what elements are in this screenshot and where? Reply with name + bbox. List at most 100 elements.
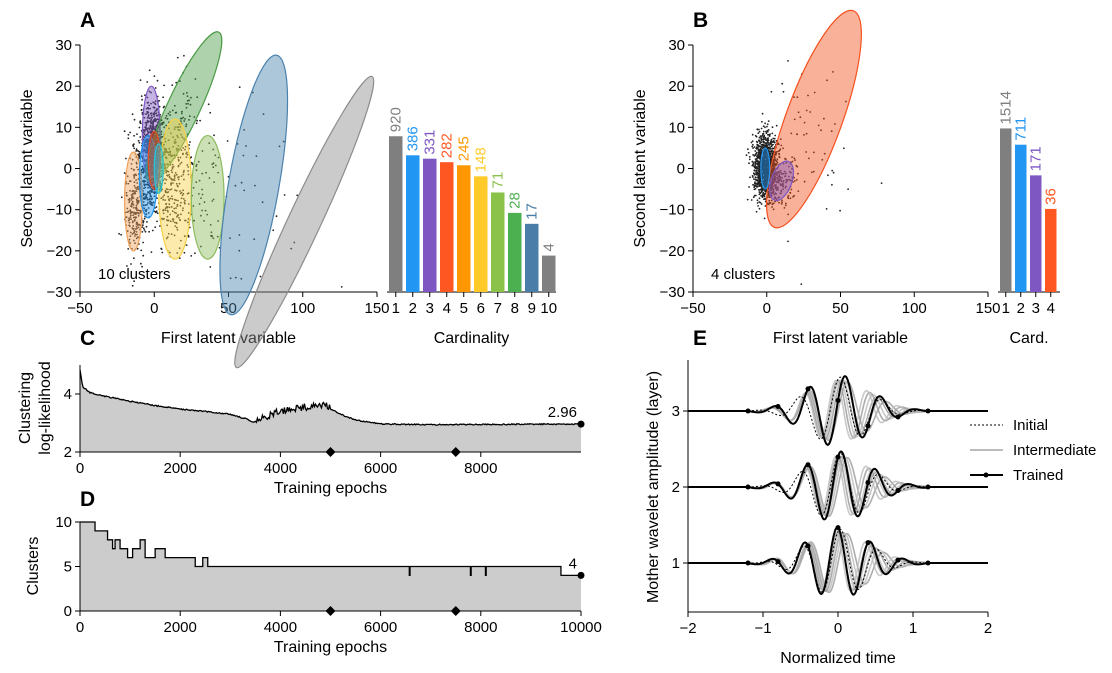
data-point xyxy=(141,231,144,233)
data-point xyxy=(748,158,751,161)
data-point xyxy=(843,147,845,150)
x-tick-label: 10 xyxy=(540,300,557,317)
data-point xyxy=(135,150,138,152)
data-point xyxy=(746,198,749,201)
bar-value-label: 386 xyxy=(405,126,422,151)
data-point xyxy=(147,191,150,194)
data-point xyxy=(772,140,775,143)
data-point xyxy=(162,208,165,211)
data-point xyxy=(147,175,150,177)
data-point xyxy=(149,130,152,133)
data-point xyxy=(758,197,761,200)
bar-value-label: 36 xyxy=(1043,188,1060,205)
data-point xyxy=(146,198,149,201)
y-tick-label: 0 xyxy=(64,603,72,620)
data-point xyxy=(752,176,754,178)
data-point xyxy=(766,125,768,128)
data-point xyxy=(150,191,153,193)
x-tick-label: −50 xyxy=(680,300,705,317)
data-point xyxy=(756,202,759,204)
x-tick-label: 150 xyxy=(975,300,1000,317)
data-point xyxy=(163,153,166,156)
data-point xyxy=(127,133,130,136)
data-point xyxy=(761,112,764,115)
data-point xyxy=(755,210,758,213)
data-point xyxy=(133,118,136,121)
data-point xyxy=(748,186,750,188)
x-tick-label: 4 xyxy=(1047,300,1055,317)
data-point xyxy=(209,111,212,114)
data-point xyxy=(757,170,760,173)
data-point xyxy=(149,168,152,171)
knot-marker xyxy=(745,560,751,566)
data-point xyxy=(156,118,159,121)
data-point xyxy=(769,146,771,149)
data-point xyxy=(143,217,146,220)
data-point xyxy=(755,169,758,172)
data-point xyxy=(156,79,159,82)
data-point xyxy=(133,147,136,150)
panel-label-b: B xyxy=(693,9,708,32)
data-point xyxy=(800,283,803,285)
bar-value-label: 17 xyxy=(524,203,541,220)
data-point xyxy=(148,104,151,107)
data-point xyxy=(749,176,751,179)
data-point xyxy=(782,90,785,93)
data-point xyxy=(771,147,774,150)
data-point xyxy=(143,116,146,119)
y-tick-label: 2 xyxy=(64,444,72,461)
x-tick-label: 8000 xyxy=(464,619,497,636)
data-point xyxy=(762,193,765,196)
data-point xyxy=(150,122,152,124)
end-value-label: 2.96 xyxy=(548,404,577,421)
data-point xyxy=(147,207,150,209)
data-point xyxy=(757,205,759,207)
data-point xyxy=(140,249,143,252)
data-point xyxy=(160,130,163,133)
data-point xyxy=(152,120,154,123)
data-point xyxy=(145,225,148,228)
data-point xyxy=(145,113,147,115)
data-point xyxy=(195,122,198,125)
data-point xyxy=(149,185,151,188)
end-marker xyxy=(577,571,585,579)
data-point xyxy=(141,265,144,268)
y-tick-label: 10 xyxy=(668,119,685,136)
cluster-count-label: 10 clusters xyxy=(98,266,171,283)
data-point xyxy=(149,156,152,158)
y-tick-label: 2 xyxy=(672,479,680,496)
data-point xyxy=(142,241,145,244)
bar-2 xyxy=(406,155,420,292)
x-axis-title: First latent variable xyxy=(773,330,908,347)
y-tick-label: −10 xyxy=(47,202,72,219)
data-point xyxy=(754,167,757,170)
data-point xyxy=(156,122,159,124)
data-point xyxy=(130,263,132,265)
data-point xyxy=(140,104,143,107)
data-point xyxy=(769,152,772,155)
cluster-ellipse-1 xyxy=(765,9,862,229)
data-point xyxy=(150,117,152,119)
data-point xyxy=(139,121,142,124)
x-tick-label: 100 xyxy=(902,300,927,317)
data-point xyxy=(238,86,241,89)
data-point xyxy=(753,185,756,188)
data-point xyxy=(153,115,156,118)
data-point xyxy=(149,170,152,173)
y-tick-label: −20 xyxy=(47,243,72,260)
y-tick-label: −20 xyxy=(660,243,685,260)
data-point xyxy=(190,255,193,257)
x-tick-label: 0 xyxy=(76,460,84,477)
y-tick-label: 20 xyxy=(55,78,72,95)
data-point xyxy=(757,180,759,183)
data-point xyxy=(144,230,147,233)
data-point xyxy=(142,131,145,134)
x-axis-title: Training epochs xyxy=(274,639,387,656)
data-point xyxy=(757,178,760,180)
data-point xyxy=(146,193,148,196)
data-point xyxy=(758,167,760,169)
data-point xyxy=(139,136,142,138)
data-point xyxy=(135,148,138,151)
data-point xyxy=(758,184,761,187)
